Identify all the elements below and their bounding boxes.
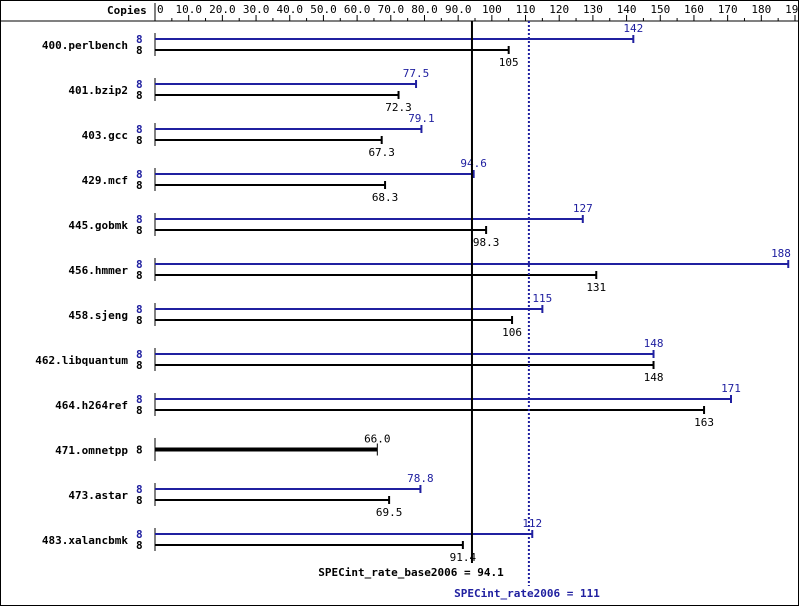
- axis-label: Copies: [107, 4, 147, 17]
- copies-base: 8: [136, 134, 143, 147]
- copies-base: 8: [136, 359, 143, 372]
- value-label-peak: 79.1: [408, 112, 435, 125]
- benchmark-label: 464.h264ref: [55, 399, 128, 412]
- value-label-base: 91.4: [450, 551, 477, 564]
- copies-peak: 8: [136, 168, 143, 181]
- value-label-base: 98.3: [473, 236, 500, 249]
- copies-peak: 8: [136, 483, 143, 496]
- copies-base: 8: [136, 269, 143, 282]
- value-label-base: 106: [502, 326, 522, 339]
- value-label-base: 163: [694, 416, 714, 429]
- tick-label: 170: [718, 3, 738, 16]
- copies-base: 8: [136, 44, 143, 57]
- tick-label: 50.0: [310, 3, 337, 16]
- tick-label: 20.0: [209, 3, 236, 16]
- copies-peak: 8: [136, 213, 143, 226]
- benchmark-label: 403.gcc: [82, 129, 128, 142]
- copies-base: 8: [136, 494, 143, 507]
- copies-base: 8: [136, 539, 143, 552]
- value-label-base: 72.3: [385, 101, 412, 114]
- copies-peak: 8: [136, 303, 143, 316]
- tick-label: 60.0: [344, 3, 371, 16]
- tick-label: 10.0: [175, 3, 202, 16]
- copies-base: 8: [136, 444, 143, 457]
- copies-base: 8: [136, 314, 143, 327]
- value-label-peak: 115: [532, 292, 552, 305]
- value-label-base: 131: [586, 281, 606, 294]
- value-label-base: 68.3: [372, 191, 399, 204]
- base-median-label: SPECint_rate_base2006 = 94.1: [318, 566, 504, 579]
- value-label-peak: 171: [721, 382, 741, 395]
- tick-label: 150: [650, 3, 670, 16]
- tick-label: 190: [785, 3, 798, 16]
- benchmark-label: 483.xalancbmk: [42, 534, 128, 547]
- tick-label: 100: [482, 3, 502, 16]
- benchmark-label: 473.astar: [68, 489, 128, 502]
- tick-label: 90.0: [445, 3, 472, 16]
- copies-peak: 8: [136, 33, 143, 46]
- copies-peak: 8: [136, 393, 143, 406]
- copies-base: 8: [136, 404, 143, 417]
- tick-label: 0: [157, 3, 164, 16]
- value-label-base: 105: [499, 56, 519, 69]
- value-label-peak: 112: [522, 517, 542, 530]
- copies-peak: 8: [136, 258, 143, 271]
- value-label-base: 148: [644, 371, 664, 384]
- value-label-peak: 77.5: [403, 67, 430, 80]
- peak-median-label: SPECint_rate2006 = 111: [454, 587, 600, 600]
- copies-peak: 8: [136, 78, 143, 91]
- tick-label: 110: [516, 3, 536, 16]
- value-label-peak: 127: [573, 202, 593, 215]
- value-label-peak: 94.6: [460, 157, 487, 170]
- value-label-peak: 148: [644, 337, 664, 350]
- value-label-base: 69.5: [376, 506, 403, 519]
- benchmark-label: 462.libquantum: [35, 354, 128, 367]
- value-label-peak: 142: [623, 22, 643, 35]
- copies-peak: 8: [136, 528, 143, 541]
- tick-label: 30.0: [243, 3, 270, 16]
- benchmark-label: 456.hmmer: [68, 264, 128, 277]
- tick-label: 140: [617, 3, 637, 16]
- copies-base: 8: [136, 179, 143, 192]
- copies-peak: 8: [136, 123, 143, 136]
- tick-label: 130: [583, 3, 603, 16]
- tick-label: 180: [751, 3, 771, 16]
- benchmark-label: 401.bzip2: [68, 84, 128, 97]
- tick-label: 120: [549, 3, 569, 16]
- benchmark-label: 429.mcf: [82, 174, 128, 187]
- value-label-peak: 188: [771, 247, 791, 260]
- value-label-base: 66.0: [364, 433, 391, 446]
- tick-label: 80.0: [411, 3, 438, 16]
- copies-base: 8: [136, 224, 143, 237]
- copies-peak: 8: [136, 348, 143, 361]
- benchmark-label: 471.omnetpp: [55, 444, 128, 457]
- benchmark-label: 458.sjeng: [68, 309, 128, 322]
- value-label-base: 67.3: [368, 146, 395, 159]
- tick-label: 40.0: [277, 3, 304, 16]
- value-label-peak: 78.8: [407, 472, 434, 485]
- tick-label: 70.0: [378, 3, 405, 16]
- benchmark-label: 445.gobmk: [68, 219, 128, 232]
- tick-label: 160: [684, 3, 704, 16]
- benchmark-label: 400.perlbench: [42, 39, 128, 52]
- copies-base: 8: [136, 89, 143, 102]
